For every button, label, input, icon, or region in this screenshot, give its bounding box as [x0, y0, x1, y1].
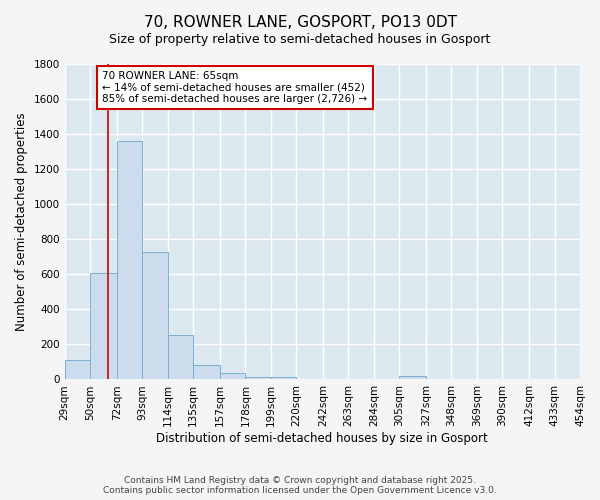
Bar [90, 272, 117, 380]
Bar [117, 141, 142, 380]
Text: 70, ROWNER LANE, GOSPORT, PO13 0DT: 70, ROWNER LANE, GOSPORT, PO13 0DT [143, 15, 457, 30]
X-axis label: Distribution of semi-detached houses by size in Gosport: Distribution of semi-detached houses by … [157, 432, 488, 445]
Bar [400, 376, 426, 380]
Bar [271, 378, 296, 380]
Bar [168, 335, 193, 380]
Bar [245, 377, 271, 380]
Bar [65, 360, 90, 380]
Bar [142, 252, 168, 380]
Bar [220, 374, 245, 380]
Y-axis label: Number of semi-detached properties: Number of semi-detached properties [15, 112, 28, 331]
Text: 70 ROWNER LANE: 65sqm
← 14% of semi-detached houses are smaller (452)
85% of sem: 70 ROWNER LANE: 65sqm ← 14% of semi-deta… [102, 71, 367, 104]
Bar [193, 366, 220, 380]
Text: Size of property relative to semi-detached houses in Gosport: Size of property relative to semi-detach… [109, 32, 491, 46]
Text: Contains HM Land Registry data © Crown copyright and database right 2025.
Contai: Contains HM Land Registry data © Crown c… [103, 476, 497, 495]
